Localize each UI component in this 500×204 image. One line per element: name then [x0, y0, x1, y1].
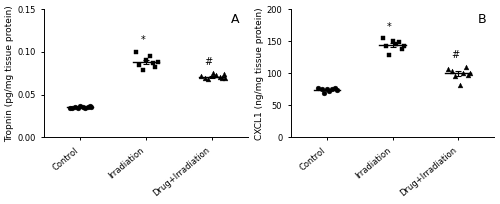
Point: [444, 67, 452, 70]
Point: [386, 54, 394, 57]
Text: #: #: [451, 50, 459, 60]
Point: [314, 86, 322, 90]
Point: [204, 78, 212, 81]
Point: [221, 76, 229, 79]
Point: [395, 41, 403, 44]
Point: [142, 59, 150, 62]
Text: A: A: [231, 13, 239, 26]
Text: B: B: [478, 13, 486, 26]
Point: [328, 88, 336, 91]
Point: [154, 61, 162, 64]
Y-axis label: Tropnin (pg/mg tissue protein): Tropnin (pg/mg tissue protein): [6, 5, 15, 142]
Point: [212, 73, 220, 77]
Point: [151, 66, 159, 69]
Point: [466, 72, 474, 75]
Point: [76, 104, 84, 108]
Point: [459, 72, 467, 75]
Point: [79, 105, 87, 108]
Point: [462, 65, 470, 69]
Point: [330, 86, 338, 90]
Point: [216, 75, 224, 78]
Point: [220, 72, 228, 76]
Point: [68, 106, 76, 109]
Point: [136, 63, 143, 66]
Point: [318, 88, 326, 91]
Point: [332, 88, 340, 92]
Point: [84, 105, 92, 108]
Point: [456, 83, 464, 86]
Point: [86, 105, 94, 108]
Point: [464, 73, 472, 76]
Point: [378, 36, 386, 40]
Point: [451, 75, 459, 78]
Text: #: #: [204, 57, 212, 67]
Point: [66, 106, 74, 109]
Point: [201, 76, 209, 79]
Point: [448, 70, 456, 73]
Point: [82, 107, 90, 110]
Point: [209, 72, 217, 75]
Point: [388, 40, 396, 43]
Point: [398, 47, 406, 51]
Point: [138, 68, 146, 71]
Point: [218, 77, 226, 80]
Y-axis label: CXCL1 (ng/mg tissue protein): CXCL1 (ng/mg tissue protein): [255, 7, 264, 140]
Text: *: *: [387, 22, 392, 32]
Point: [320, 91, 328, 94]
Point: [392, 43, 400, 46]
Point: [132, 50, 140, 53]
Point: [148, 61, 156, 65]
Point: [86, 104, 94, 108]
Text: *: *: [140, 35, 145, 45]
Point: [74, 106, 82, 109]
Point: [326, 89, 334, 92]
Point: [197, 74, 205, 78]
Point: [323, 87, 331, 90]
Point: [146, 54, 154, 58]
Point: [71, 105, 79, 108]
Point: [400, 44, 408, 47]
Point: [382, 45, 390, 48]
